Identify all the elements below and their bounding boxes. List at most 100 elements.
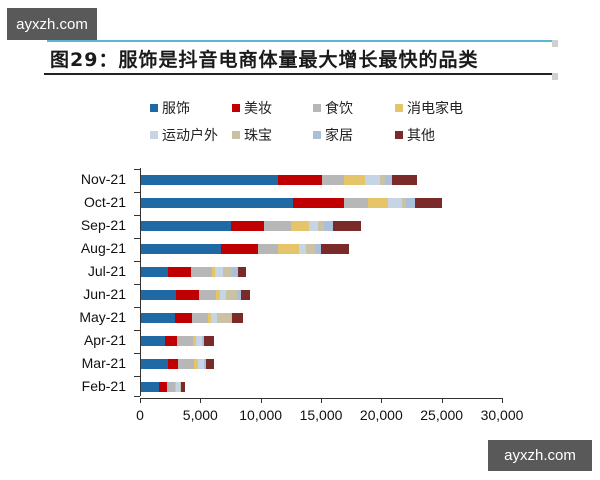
- title-bottom-rule: [44, 73, 552, 75]
- bar-segment: [406, 198, 416, 208]
- bar-segment: [219, 290, 226, 300]
- bar-segment: [368, 198, 389, 208]
- legend-label: 消电家电: [407, 101, 463, 117]
- watermark-top: ayxzh.com: [7, 8, 97, 40]
- bar-segment: [168, 359, 179, 369]
- bar-segment: [141, 198, 293, 208]
- bar-segment: [181, 382, 186, 392]
- stacked-bar: [141, 313, 244, 323]
- y-tick-label: Sep-21: [80, 217, 126, 233]
- bar-segment: [141, 359, 169, 369]
- bar-segment: [198, 359, 205, 369]
- y-tick: [134, 330, 140, 331]
- bar-segment: [263, 221, 291, 231]
- stacked-bar: [141, 175, 418, 185]
- bar-segment: [193, 359, 199, 369]
- bar-segment: [391, 175, 418, 185]
- bar-segment: [205, 359, 214, 369]
- y-tick-label: Aug-21: [80, 240, 126, 256]
- y-tick-label: Jul-21: [87, 263, 126, 279]
- bar-segment: [175, 290, 199, 300]
- bar-segment: [192, 336, 196, 346]
- bar-segment: [277, 244, 300, 254]
- legend-label: 食饮: [325, 101, 353, 117]
- bar-segment: [299, 244, 307, 254]
- bar-segment: [240, 290, 250, 300]
- title-top-rule-cap: [552, 40, 558, 47]
- bar-segment: [315, 244, 322, 254]
- x-tick-label: 20,000: [359, 407, 403, 423]
- legend-item: 消电家电: [395, 98, 463, 118]
- bar-segment: [232, 313, 244, 323]
- bar-segment: [380, 175, 385, 185]
- bar-segment: [180, 382, 182, 392]
- bar-segment: [344, 198, 369, 208]
- bar-segment: [308, 221, 318, 231]
- bar-segment: [221, 244, 258, 254]
- y-tick-label: Apr-21: [83, 332, 126, 348]
- x-tick: [321, 398, 322, 403]
- bar-segment: [230, 221, 264, 231]
- bar-segment: [195, 336, 202, 346]
- stacked-bar: [141, 359, 214, 369]
- bar-segment: [208, 313, 212, 323]
- x-tick: [200, 398, 202, 403]
- y-tick-label: Jun-21: [83, 286, 126, 302]
- bar-segment: [217, 313, 231, 323]
- legend-item: 其他: [395, 125, 435, 145]
- legend-swatch: [313, 104, 321, 112]
- x-tick-label: 0: [136, 407, 144, 423]
- bar-segment: [166, 382, 175, 392]
- bar-segment: [365, 175, 381, 185]
- bar-segment: [323, 221, 333, 231]
- bar-segment: [159, 382, 167, 392]
- legend-item: 珠宝: [232, 125, 272, 145]
- y-tick-label: Oct-21: [83, 194, 126, 210]
- legend-swatch: [150, 131, 158, 139]
- y-tick-label: May-21: [79, 309, 126, 325]
- y-tick: [134, 192, 140, 193]
- bar-segment: [141, 244, 222, 254]
- bar-segment: [165, 336, 178, 346]
- y-tick: [134, 169, 140, 170]
- stacked-bar: [141, 198, 443, 208]
- bar-segment: [201, 336, 204, 346]
- y-tick-label: Mar-21: [81, 355, 126, 371]
- stacked-bar: [141, 244, 349, 254]
- x-tick-label: 30,000: [480, 407, 524, 423]
- x-tick: [260, 398, 262, 403]
- bar-segment: [388, 198, 403, 208]
- legend-label: 服饰: [162, 101, 190, 117]
- bar-segment: [415, 198, 443, 208]
- bar-segment: [292, 198, 345, 208]
- bar-segment: [177, 336, 193, 346]
- bar-segment: [178, 359, 194, 369]
- y-tick: [134, 353, 140, 354]
- bar-segment: [225, 290, 237, 300]
- stacked-bar: [141, 267, 246, 277]
- y-tick-label: Feb-21: [81, 378, 126, 394]
- bar-segment: [211, 267, 215, 277]
- bar-segment: [402, 198, 407, 208]
- x-tick: [441, 398, 443, 403]
- bar-segment: [191, 313, 209, 323]
- x-tick: [140, 398, 141, 403]
- legend-swatch: [150, 104, 158, 112]
- legend-swatch: [313, 131, 321, 139]
- watermark-bottom: ayxzh.com: [488, 440, 592, 471]
- bar-segment: [290, 221, 309, 231]
- legend-label: 珠宝: [244, 128, 272, 144]
- legend-label: 其他: [407, 128, 435, 144]
- bar-segment: [322, 175, 344, 185]
- bar-segment: [384, 175, 392, 185]
- x-tick-label: 5,000: [182, 407, 218, 423]
- bar-segment: [222, 267, 231, 277]
- bar-segment: [141, 290, 176, 300]
- legend-item: 食饮: [313, 98, 353, 118]
- bar-segment: [141, 382, 160, 392]
- bar-segment: [215, 290, 220, 300]
- stacked-bar: [141, 336, 215, 346]
- figure-title: 图29：服饰是抖音电商体量最大增长最快的品类: [50, 49, 479, 71]
- title-top-rule: [47, 40, 552, 42]
- bar-segment: [317, 221, 324, 231]
